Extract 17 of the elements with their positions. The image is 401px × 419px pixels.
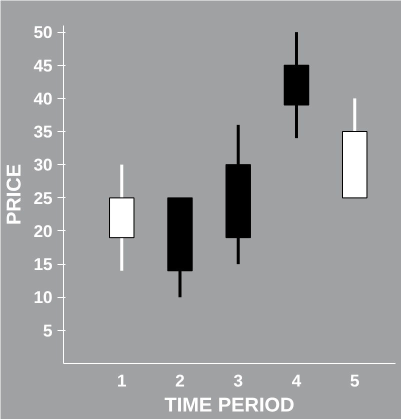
- y-axis-title: PRICE: [4, 164, 26, 226]
- y-tick-label: 50: [34, 23, 53, 42]
- y-tick-label: 10: [34, 288, 53, 308]
- y-tick-label: 35: [34, 122, 53, 142]
- x-tick-label: 4: [292, 372, 302, 390]
- x-tick-label: 1: [117, 372, 126, 390]
- y-tick-label: 40: [34, 89, 53, 108]
- y-tick-label: 30: [34, 156, 53, 175]
- y-tick-label: 20: [34, 222, 53, 241]
- x-tick-label: 2: [175, 372, 185, 390]
- x-tick-label: 5: [350, 372, 360, 390]
- y-tick-label: 15: [34, 255, 53, 274]
- x-tick-label: 3: [234, 372, 243, 390]
- y-tick-label: 45: [34, 56, 53, 76]
- y-tick-label: 5: [43, 321, 53, 340]
- y-tick-label: 25: [34, 188, 53, 208]
- x-axis-title: TIME PERIOD: [164, 394, 295, 416]
